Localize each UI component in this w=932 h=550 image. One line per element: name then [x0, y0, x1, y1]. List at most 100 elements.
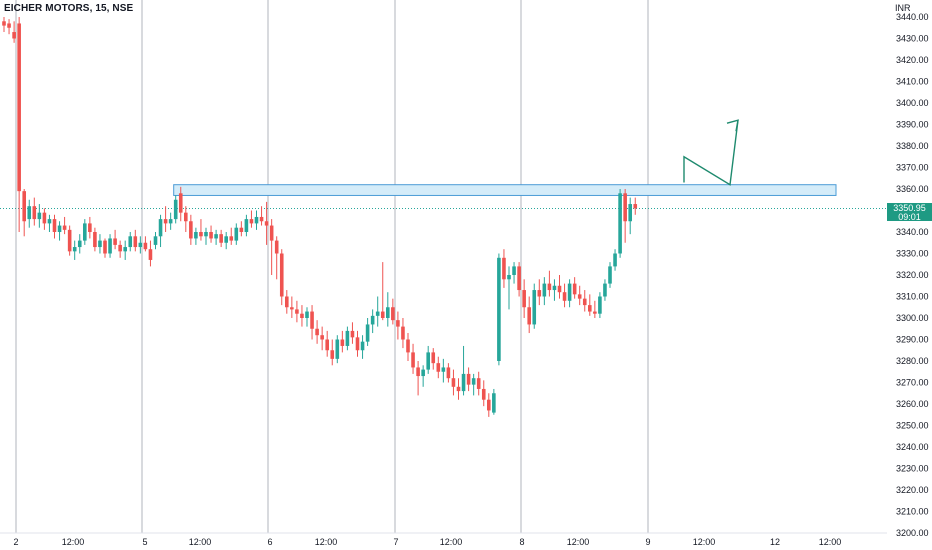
y-tick-label: 3430.00 — [896, 34, 929, 44]
candle-body — [57, 225, 62, 232]
candle-body — [330, 350, 335, 359]
candle-body — [350, 330, 355, 338]
candle-body — [593, 311, 597, 314]
candle-body — [386, 307, 390, 318]
candle-body — [103, 240, 107, 254]
candle-body — [451, 378, 456, 387]
x-tick-label: 12:00 — [62, 537, 85, 547]
candle-body — [32, 206, 37, 220]
candle-body — [47, 219, 52, 224]
candle-body — [441, 367, 446, 372]
candle-body — [628, 204, 632, 222]
symbol-title[interactable]: EICHER MOTORS, 15, NSE — [4, 3, 134, 14]
y-tick-label: 3300.00 — [896, 313, 929, 323]
candle-body — [512, 266, 516, 275]
y-tick-label: 3250.00 — [896, 421, 929, 431]
candle-body — [618, 193, 622, 254]
candle-body — [517, 266, 521, 291]
candle-body — [406, 339, 410, 353]
x-tick-label: 9 — [645, 537, 650, 547]
candle-body — [532, 290, 537, 325]
resistance-zone-rect — [173, 184, 837, 196]
candle-body — [138, 242, 143, 248]
candle-body — [199, 232, 203, 237]
last-price-badge: 3350.95 09:01 — [887, 203, 932, 222]
candle-body — [335, 339, 340, 359]
candle-body — [623, 193, 627, 222]
candle-body — [229, 236, 234, 241]
candle-body — [572, 283, 577, 295]
candle-body — [476, 378, 481, 389]
candle-body — [401, 326, 405, 340]
candle-body — [466, 373, 471, 385]
candle-body — [547, 283, 552, 291]
x-tick-label: 12:00 — [440, 537, 463, 547]
x-tick-label: 6 — [267, 537, 272, 547]
y-axis[interactable]: 3440.00 3430.00 3420.00 3410.00 3400.00 3390.… — [896, 12, 929, 538]
projection-arrow[interactable] — [683, 119, 739, 186]
candle-body — [123, 247, 127, 252]
candle-body — [436, 363, 441, 372]
candle-body — [153, 236, 158, 245]
y-tick-label: 3440.00 — [896, 12, 929, 22]
candle-body — [285, 296, 289, 308]
candle-body — [12, 32, 16, 39]
y-tick-label: 3200.00 — [896, 528, 929, 538]
candle-body — [461, 373, 466, 392]
y-tick-label: 3240.00 — [896, 442, 929, 452]
candle-body — [522, 290, 526, 308]
x-axis[interactable]: 2 12:00 5 12:00 6 12:00 7 12:00 8 12:00 9 12:00 12 12… — [0, 532, 887, 547]
candle-body — [264, 221, 269, 226]
candle-body — [411, 352, 415, 368]
candle-body — [507, 275, 511, 280]
candle-body — [128, 236, 133, 248]
candle-body — [234, 227, 239, 241]
y-tick-label: 3420.00 — [896, 55, 929, 65]
candle-body — [613, 253, 617, 267]
candle-body — [148, 249, 153, 260]
candle-body — [305, 311, 309, 318]
candle-body — [113, 238, 117, 245]
candle-body — [67, 229, 72, 252]
candle-body — [537, 290, 542, 297]
candle-body — [325, 339, 329, 351]
x-tick-label: 2 — [13, 537, 18, 547]
y-tick-label: 3220.00 — [896, 485, 929, 495]
candle-body — [173, 199, 178, 220]
currency-label: INR — [895, 3, 911, 13]
y-tick-label: 3370.00 — [896, 163, 929, 173]
candle-body — [567, 283, 572, 301]
candle-body — [365, 324, 370, 342]
candle-body — [214, 234, 218, 239]
candle-body — [269, 225, 274, 241]
candle-body — [118, 244, 122, 252]
candle-body — [340, 339, 345, 346]
candle-body — [375, 311, 380, 316]
candle-body — [416, 367, 420, 377]
candle-body — [633, 204, 638, 209]
candle-body — [37, 212, 42, 220]
bar-countdown: 09:01 — [898, 212, 921, 222]
candle-body — [562, 292, 567, 301]
resistance-zone[interactable] — [173, 184, 837, 196]
candle-body — [62, 225, 67, 230]
projection-arrowhead — [726, 119, 739, 132]
candle-body — [315, 328, 319, 336]
candle-body — [194, 232, 198, 239]
x-tick-label: 12:00 — [693, 537, 716, 547]
candle-body — [396, 320, 400, 327]
y-tick-label: 3400.00 — [896, 98, 929, 108]
candle-body — [598, 296, 602, 314]
candle-body — [219, 234, 223, 243]
candle-body — [456, 386, 461, 392]
y-tick-label: 3340.00 — [896, 227, 929, 237]
candle-body — [2, 21, 6, 26]
candle-body — [426, 352, 430, 370]
candle-body — [542, 283, 547, 297]
candle-body — [492, 393, 496, 413]
candle-body — [355, 337, 360, 351]
candle-body — [93, 232, 97, 248]
candle-body — [557, 285, 562, 293]
candle-body — [189, 221, 193, 239]
